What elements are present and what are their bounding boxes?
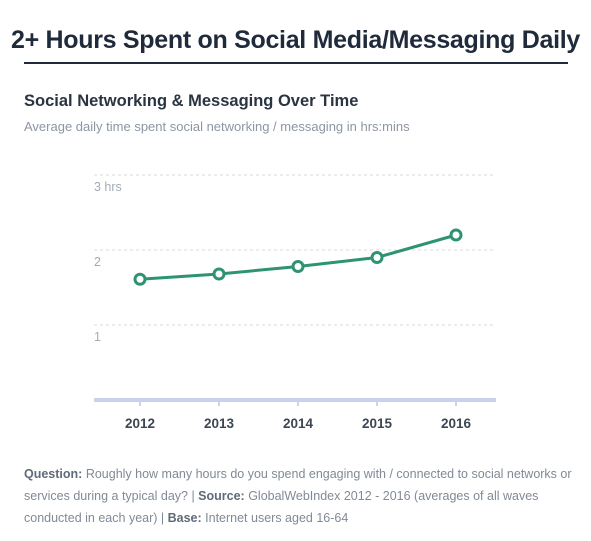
chart-subtitle: Average daily time spent social networki… [24,119,410,134]
base-text: Internet users aged 16-64 [201,511,349,525]
data-point-2014 [291,260,305,273]
x-tick-label: 2016 [441,416,472,431]
source-label: Source: [198,489,245,503]
x-tick-label: 2014 [283,416,314,431]
source-text: GlobalWebIndex 2012 - 2016 (averages of … [24,489,539,525]
title-divider [24,62,568,64]
question-text: Roughly how many hours do you spend enga… [24,467,572,503]
x-tick-label: 2012 [125,416,155,431]
footnote: Question: Roughly how many hours do you … [24,463,572,529]
chart-title: Social Networking & Messaging Over Time [24,92,359,110]
data-point-2013 [212,267,226,281]
page-title: 2+ Hours Spent on Social Media/Messaging… [11,26,580,54]
y-tick-label: 2 [94,255,101,269]
data-point-2016 [449,228,463,242]
x-tick-label: 2015 [362,416,393,431]
data-point-2015 [370,251,384,264]
question-label: Question: [24,467,83,481]
y-tick-label: 3 hrs [94,180,122,194]
line-chart: 1 2 3 hrs 2012 2013 2014 2015 2016 [94,174,496,431]
base-label: Base: [167,511,202,525]
data-point-2012 [133,272,147,286]
x-tick-label: 2013 [204,416,235,431]
y-tick-label: 1 [94,330,101,344]
